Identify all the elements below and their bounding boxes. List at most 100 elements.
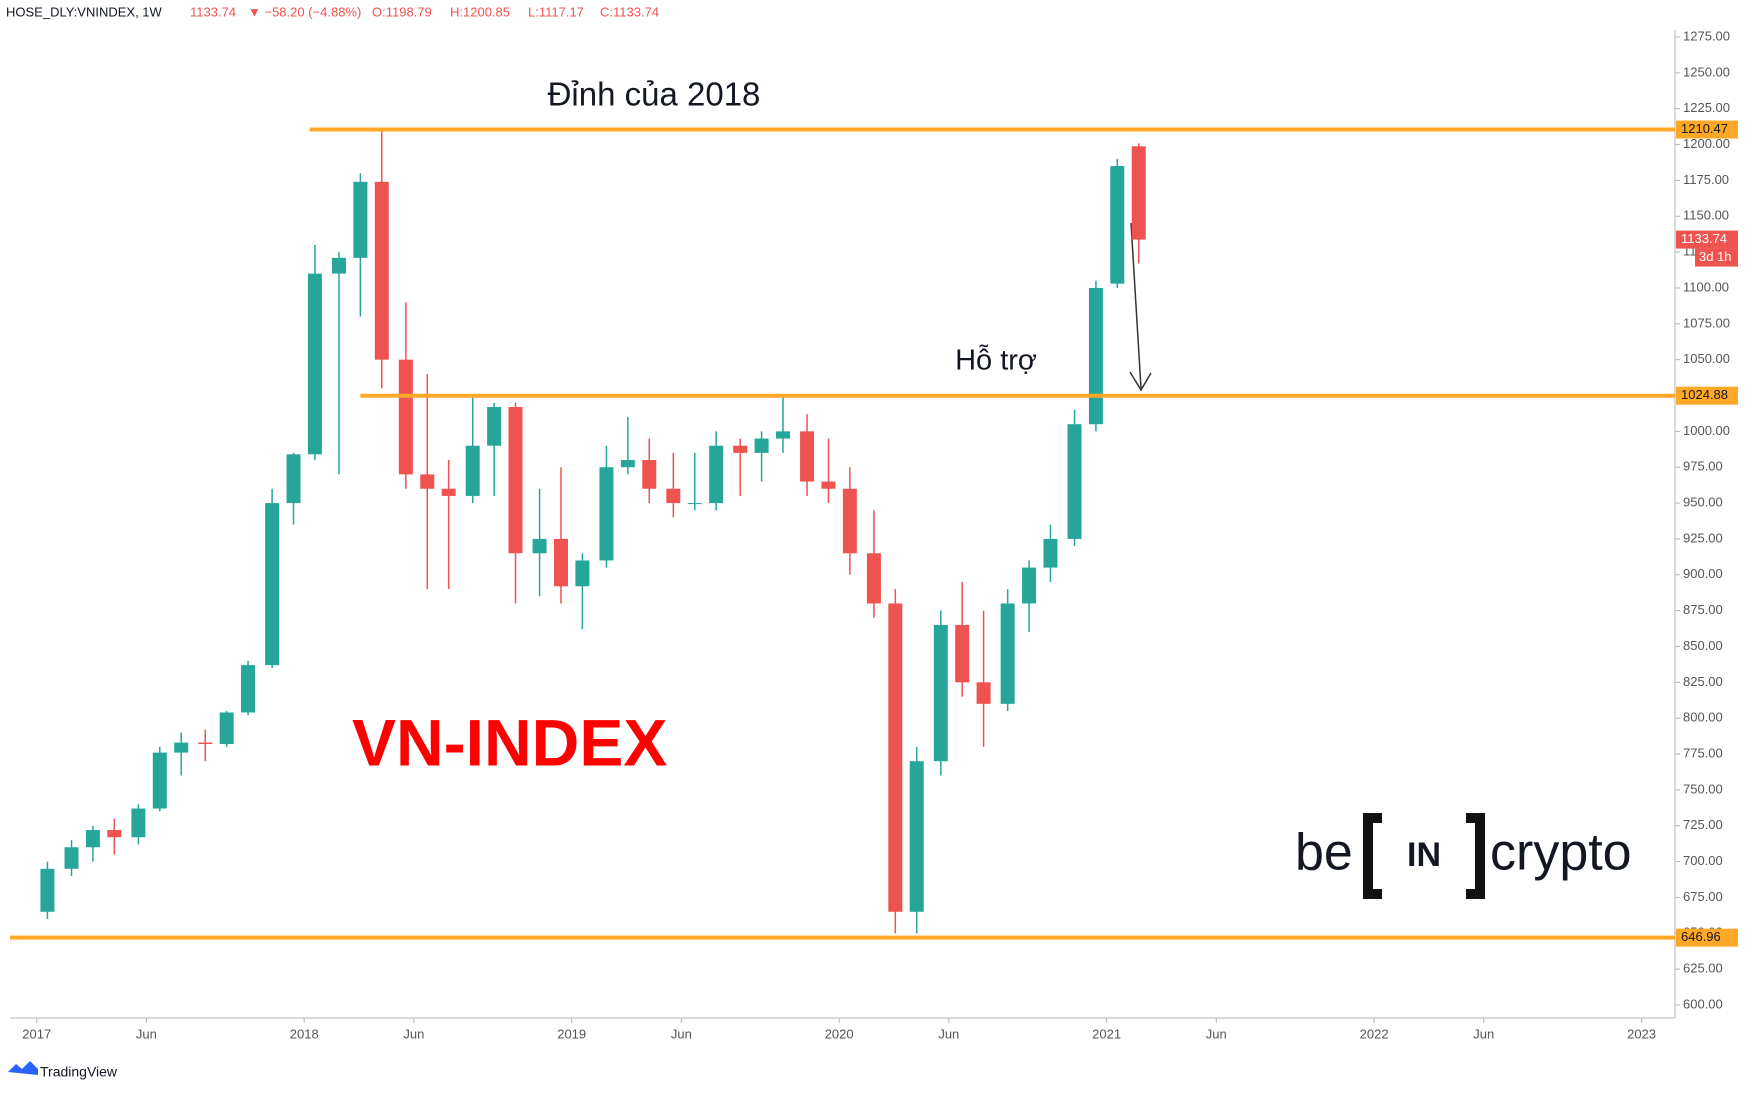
candle-body <box>265 503 280 666</box>
candle-body <box>976 682 991 704</box>
x-tick-label: Jun <box>1206 1026 1227 1041</box>
candle-body <box>1131 146 1146 240</box>
candle-body <box>754 438 769 453</box>
x-tick-label: Jun <box>671 1026 692 1041</box>
candle-body <box>374 181 389 360</box>
header-last: 1133.74 <box>190 4 236 19</box>
x-tick-label: 2020 <box>825 1026 854 1041</box>
header-close: C:1133.74 <box>600 4 659 19</box>
x-tick-label: 2018 <box>290 1026 319 1041</box>
candle-body <box>842 488 857 554</box>
y-tick-label: 1225.00 <box>1683 100 1730 115</box>
level-tag <box>1676 928 1738 947</box>
candle-body <box>1088 287 1103 425</box>
countdown-label: 3d 1h <box>1699 249 1732 264</box>
level-tag <box>1676 120 1738 139</box>
y-tick-label: 825.00 <box>1683 674 1723 689</box>
candle-body <box>666 488 681 504</box>
candle-body <box>1000 603 1015 704</box>
logo-right: crypto <box>1490 824 1632 882</box>
candle-body <box>575 560 590 587</box>
candle-body <box>107 830 122 838</box>
level-label: 1210.47 <box>1681 121 1728 136</box>
candle-body <box>800 431 815 482</box>
y-tick-label: 1200.00 <box>1683 136 1730 151</box>
candle-body <box>733 445 748 453</box>
candle-body <box>933 624 948 762</box>
candle-body <box>775 431 790 439</box>
candle-body <box>40 868 55 912</box>
footer: TradingView <box>40 1064 118 1080</box>
candle-body <box>198 742 213 744</box>
y-tick-label: 925.00 <box>1683 530 1723 545</box>
candle-body <box>465 445 480 496</box>
candle-body <box>398 359 413 475</box>
candle-body <box>1043 538 1058 568</box>
candle-body <box>286 454 301 504</box>
last-price-tag <box>1676 230 1738 249</box>
y-tick-label: 1150.00 <box>1683 208 1729 223</box>
x-tick-label: Jun <box>136 1026 157 1041</box>
candle-body <box>866 553 881 604</box>
candle-body <box>174 742 189 753</box>
y-tick-label: 1175.00 <box>1683 172 1729 187</box>
level-tag <box>1676 386 1738 405</box>
y-tick-label: 600.00 <box>1683 996 1723 1011</box>
arrow <box>1130 222 1142 389</box>
candle-body <box>687 503 702 505</box>
x-tick-label: Jun <box>1473 1026 1494 1041</box>
y-tick-label: 850.00 <box>1683 638 1723 653</box>
y-tick-label: 625.00 <box>1683 961 1723 976</box>
y-tick-label: 700.00 <box>1683 853 1723 868</box>
arrow-head <box>1129 371 1152 392</box>
y-tick-label: 1100.00 <box>1683 279 1729 294</box>
candle-body <box>131 808 146 838</box>
header-change: ▼ −58.20 (−4.88%) <box>248 4 361 19</box>
x-tick-label: Jun <box>403 1026 424 1041</box>
header-high: H:1200.85 <box>450 4 510 19</box>
x-tick-label: 2021 <box>1092 1026 1121 1041</box>
candle-body <box>553 538 568 587</box>
y-tick-label: 1275.00 <box>1683 28 1730 43</box>
candle-body <box>420 474 435 489</box>
candle-body <box>888 603 903 912</box>
y-tick-label: 1075.00 <box>1683 315 1730 330</box>
candle-body <box>599 467 614 561</box>
candle-body <box>85 830 100 848</box>
y-tick-label: 675.00 <box>1683 889 1723 904</box>
y-tick-label: 725.00 <box>1683 817 1723 832</box>
level-label: 646.96 <box>1681 929 1721 944</box>
candle-body <box>1067 424 1082 539</box>
y-tick-label: 800.00 <box>1683 710 1723 725</box>
candle-body <box>241 665 256 713</box>
y-tick-label: 1050.00 <box>1683 351 1730 366</box>
candle-body <box>508 406 523 554</box>
y-tick-label: 1250.00 <box>1683 64 1730 79</box>
candle-body <box>532 538 547 554</box>
index-label: VN-INDEX <box>352 705 667 779</box>
y-tick-label: 900.00 <box>1683 566 1723 581</box>
candle-body <box>331 257 346 274</box>
candle-body <box>1110 166 1125 284</box>
candle-body <box>709 445 724 504</box>
y-tick-label: 975.00 <box>1683 459 1723 474</box>
candle-body <box>909 761 924 912</box>
candle-body <box>955 624 970 683</box>
candle-body <box>821 481 836 489</box>
x-tick-label: Jun <box>938 1026 959 1041</box>
candle-body <box>487 406 502 446</box>
candle-body <box>620 460 635 468</box>
candle-body <box>64 847 79 869</box>
x-tick-label: 2022 <box>1360 1026 1389 1041</box>
logo: be IN crypto <box>1295 813 1632 899</box>
support-annotation: Hỗ trợ <box>955 344 1037 377</box>
y-tick-label: 1000.00 <box>1683 423 1730 438</box>
y-tick-label: 875.00 <box>1683 602 1723 617</box>
y-tick-label: 750.00 <box>1683 781 1723 796</box>
y-tick-label: 950.00 <box>1683 495 1723 510</box>
x-tick-label: 2023 <box>1627 1026 1656 1041</box>
candle-body <box>441 488 456 496</box>
x-tick-label: 2017 <box>22 1026 51 1041</box>
